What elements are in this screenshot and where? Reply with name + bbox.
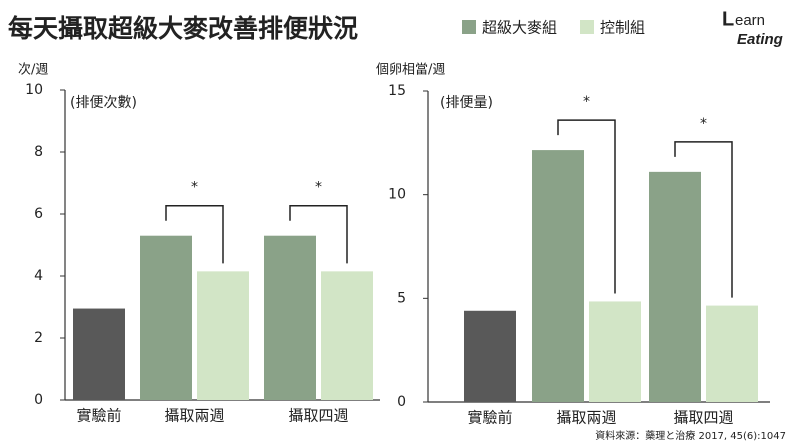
logo-text: earn [735, 12, 765, 29]
significance-label: * [700, 116, 707, 132]
y-tick-label: 10 [25, 82, 43, 98]
legend-swatch [580, 20, 594, 34]
bar [464, 310, 516, 402]
x-tick-label: 攝取四週 [673, 409, 733, 427]
x-tick-label: 攝取兩週 [556, 409, 616, 427]
y-tick-label: 10 [388, 187, 406, 203]
y-tick-label: 2 [34, 330, 43, 346]
inner-label: (排便量) [440, 95, 493, 111]
bar [649, 171, 701, 402]
legend-label: 控制組 [600, 19, 645, 37]
bar [197, 271, 249, 400]
significance-bracket [674, 141, 733, 298]
inner-label: (排便次數) [70, 95, 137, 111]
y-tick-label: 8 [34, 144, 43, 160]
bar [73, 308, 125, 400]
y-tick-label: 5 [397, 290, 406, 306]
bar [321, 271, 373, 400]
significance-label: * [583, 94, 590, 110]
bar [589, 301, 641, 402]
y-tick-label: 6 [34, 206, 43, 222]
y-tick-label: 0 [34, 392, 43, 408]
significance-label: * [315, 180, 322, 196]
bar [264, 235, 316, 400]
legend-swatch [462, 20, 476, 34]
significance-bracket [289, 204, 348, 264]
logo-letter: L [722, 8, 734, 30]
bar [532, 150, 584, 402]
y-tick-label: 0 [397, 394, 406, 410]
x-tick-label: 攝取四週 [288, 407, 348, 425]
y-axis-label: 次/週 [18, 62, 48, 78]
bar [140, 235, 192, 400]
legend-label: 超級大麥組 [482, 19, 557, 37]
logo-text: Eating [737, 31, 783, 48]
x-tick-label: 攝取兩週 [164, 407, 224, 425]
y-tick-label: 15 [388, 83, 406, 99]
source: 資料來源：藥理と治療 2017, 45(6):1047 [595, 429, 786, 442]
x-tick-label: 實驗前 [467, 409, 512, 427]
significance-bracket [165, 204, 224, 264]
y-tick-label: 4 [34, 268, 43, 284]
significance-bracket [557, 119, 616, 294]
x-tick-label: 實驗前 [76, 407, 121, 425]
significance-label: * [191, 180, 198, 196]
title: 每天攝取超級大麥改善排便狀況 [8, 14, 358, 43]
y-axis-label: 個卵相當/週 [376, 63, 445, 78]
bar [706, 305, 758, 402]
